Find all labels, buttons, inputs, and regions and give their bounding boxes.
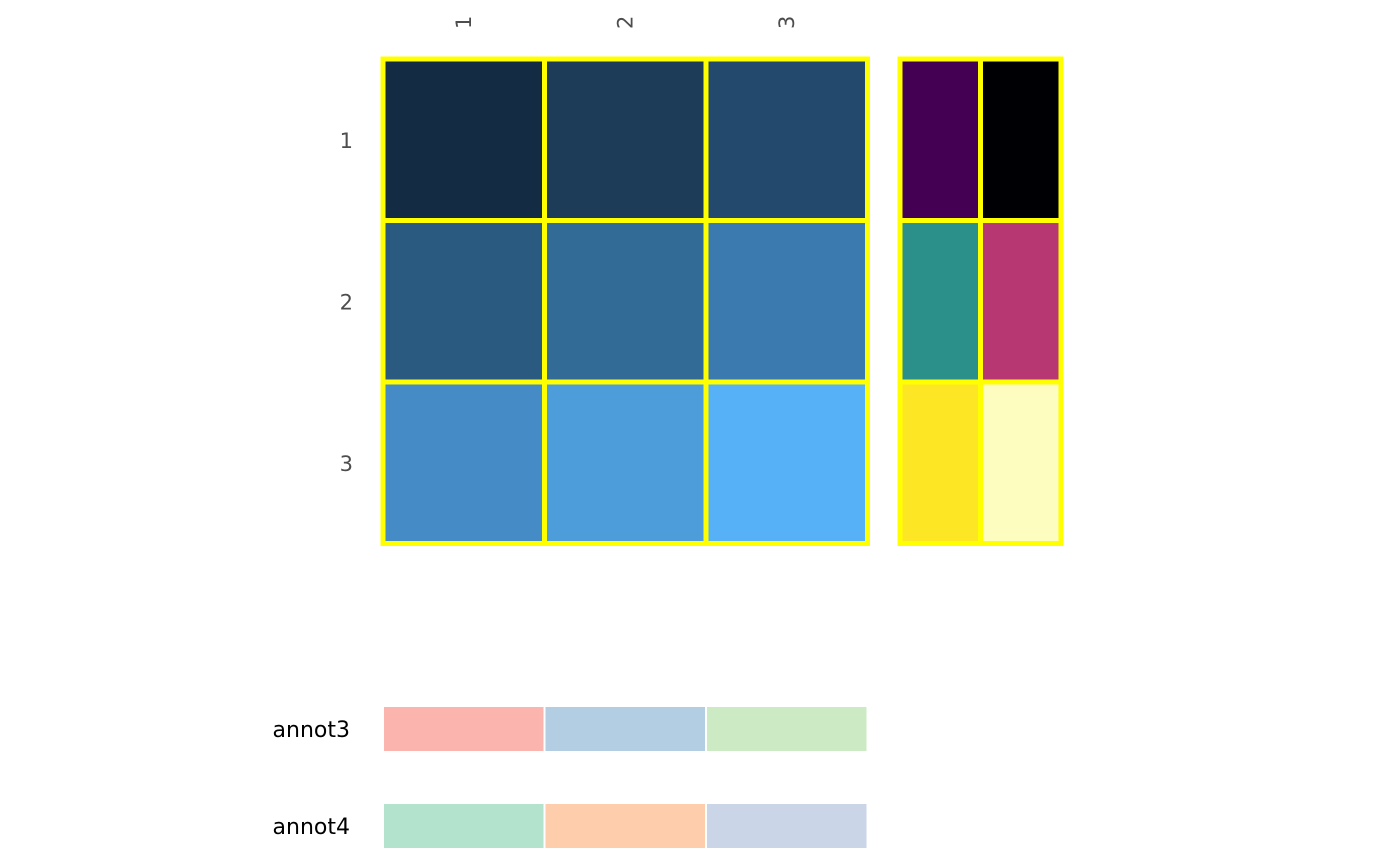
row-tick-labels: 1 2 3 — [340, 129, 353, 476]
column-annotation-label: annot3 — [273, 718, 350, 743]
annotation-cell-r2-c2 — [978, 218, 1064, 385]
heatmap-cell-r2-c3 — [703, 218, 870, 385]
row-annotation-heatmap — [897, 56, 1064, 546]
annotation-cell-r3-c1 — [897, 379, 983, 546]
heatmap-cell-r2-c1 — [380, 218, 547, 385]
annotation-cell-r2-c1 — [897, 218, 983, 385]
heatmap-cell-r1-c1 — [380, 56, 547, 223]
column-annotation-label: annot4 — [273, 815, 350, 840]
main-heatmap — [380, 56, 870, 546]
column-tick-labels: 1 2 3 — [452, 16, 799, 29]
column-tick-label: 2 — [613, 16, 637, 29]
heatmap-cell-r3-c1 — [380, 379, 547, 546]
column-annotation-cell-annot3-3 — [705, 705, 869, 753]
row-tick-label: 3 — [340, 452, 353, 476]
annotation-cell-r1-c2 — [978, 56, 1064, 223]
row-tick-label: 1 — [340, 129, 353, 153]
heatmap-cell-r2-c2 — [542, 218, 709, 385]
column-annotation-cell-annot4-1 — [382, 802, 546, 850]
heatmap-cell-r1-c3 — [703, 56, 870, 223]
column-tick-label: 1 — [452, 16, 476, 29]
heatmap-cell-r3-c3 — [703, 379, 870, 546]
column-annotations: annot3 annot4 — [273, 705, 869, 850]
annotation-cell-r3-c2 — [978, 379, 1064, 546]
heatmap-cell-r3-c2 — [542, 379, 709, 546]
column-annotation-cell-annot4-3 — [705, 802, 869, 850]
row-tick-label: 2 — [340, 290, 353, 314]
heatmap-cell-r1-c2 — [542, 56, 709, 223]
column-annotation-cell-annot3-2 — [543, 705, 707, 753]
column-tick-label: 3 — [775, 16, 799, 29]
column-annotation-cell-annot3-1 — [382, 705, 546, 753]
annotation-cell-r1-c1 — [897, 56, 983, 223]
column-annotation-cell-annot4-2 — [543, 802, 707, 850]
